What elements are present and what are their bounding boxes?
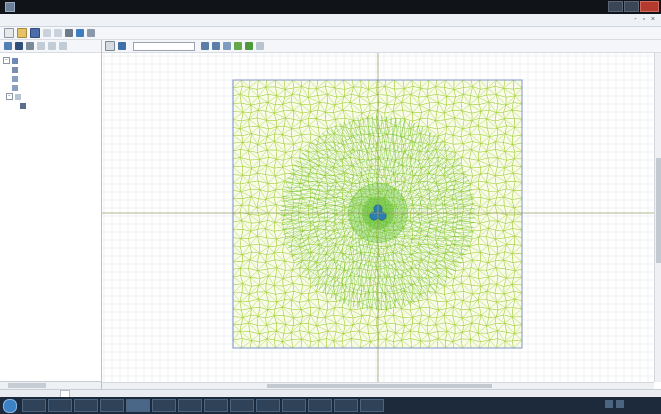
project-tree: − − <box>0 53 101 110</box>
zoom-icon[interactable] <box>76 29 84 37</box>
tree-item-results[interactable]: − <box>0 92 101 101</box>
taskbar-app[interactable] <box>230 399 254 412</box>
scroll-thumb[interactable] <box>8 383 46 388</box>
grid-icon[interactable] <box>245 42 253 50</box>
canvas-toolbar <box>102 40 661 53</box>
zoom-in-icon[interactable] <box>201 42 209 50</box>
taskbar-app[interactable] <box>152 399 176 412</box>
taskbar-app[interactable] <box>282 399 306 412</box>
tree-toolbar <box>0 40 101 53</box>
taskbar-app[interactable] <box>178 399 202 412</box>
properties-icon <box>12 75 18 82</box>
new-icon[interactable] <box>4 28 14 38</box>
select-icon[interactable] <box>118 42 126 50</box>
taskbar-app[interactable] <box>360 399 384 412</box>
mesh-view[interactable] <box>102 53 654 382</box>
tree-collapse-icon[interactable] <box>37 42 45 50</box>
tree-item-model[interactable] <box>0 101 101 110</box>
parameters-icon <box>12 66 18 73</box>
canvas-horizontal-scrollbar[interactable] <box>102 382 654 390</box>
tree-add-icon[interactable] <box>4 42 12 50</box>
problem-icon <box>12 57 18 64</box>
boundary-icon <box>12 84 18 91</box>
tree-horizontal-scrollbar[interactable] <box>0 381 101 390</box>
taskbar-app[interactable] <box>308 399 332 412</box>
taskbar-app[interactable] <box>204 399 228 412</box>
taskbar <box>0 397 661 414</box>
mesh-elements <box>232 79 523 349</box>
tree-item-problem[interactable]: − <box>0 56 101 65</box>
taskbar-app[interactable] <box>334 399 358 412</box>
title-bar <box>0 0 661 14</box>
domain-border[interactable] <box>232 79 523 349</box>
redo-icon[interactable] <box>54 29 62 37</box>
minimize-button[interactable] <box>608 1 623 12</box>
tree-item-boundary[interactable] <box>0 83 101 92</box>
network-icon[interactable] <box>605 400 613 408</box>
tree-expand-icon[interactable] <box>48 42 56 50</box>
tree-save-icon[interactable] <box>15 42 23 50</box>
volume-icon[interactable] <box>616 400 624 408</box>
tree-delete-icon[interactable] <box>59 42 67 50</box>
tree-view-icon[interactable] <box>26 42 34 50</box>
system-tray <box>605 400 657 408</box>
taskbar-app[interactable] <box>22 399 46 412</box>
save-icon[interactable] <box>30 28 40 38</box>
expand-icon[interactable]: − <box>6 93 13 100</box>
canvas-vertical-scrollbar[interactable] <box>654 53 661 382</box>
layer-combo[interactable] <box>133 41 195 51</box>
taskbar-app-active[interactable] <box>126 399 150 412</box>
mesh-icon[interactable] <box>234 42 242 50</box>
project-tree-panel: − − <box>0 40 102 390</box>
menu-bar: - ▫ × <box>0 14 661 27</box>
scroll-thumb[interactable] <box>267 384 492 388</box>
expand-icon[interactable]: − <box>3 57 10 64</box>
tree-item-parameters[interactable] <box>0 65 101 74</box>
main-toolbar <box>0 27 661 40</box>
model-icon <box>20 102 26 109</box>
print-icon[interactable] <box>65 29 73 37</box>
results-icon <box>15 93 21 100</box>
maximize-button[interactable] <box>624 1 639 12</box>
app-icon <box>5 2 15 12</box>
close-button[interactable] <box>640 1 659 12</box>
tree-item-properties[interactable] <box>0 74 101 83</box>
zoom-out-icon[interactable] <box>212 42 220 50</box>
taskbar-app[interactable] <box>100 399 124 412</box>
taskbar-app[interactable] <box>256 399 280 412</box>
scroll-thumb[interactable] <box>656 158 661 263</box>
model-canvas[interactable] <box>102 53 654 382</box>
fit-icon[interactable] <box>256 42 264 50</box>
help-icon[interactable] <box>87 29 95 37</box>
taskbar-app[interactable] <box>74 399 98 412</box>
window-controls <box>608 1 659 12</box>
pointer-icon[interactable] <box>105 41 115 51</box>
mdi-window-controls[interactable]: - ▫ × <box>634 16 657 23</box>
open-icon[interactable] <box>17 28 27 38</box>
undo-icon[interactable] <box>43 29 51 37</box>
pan-icon[interactable] <box>223 42 231 50</box>
start-button[interactable] <box>3 398 17 413</box>
taskbar-app[interactable] <box>48 399 72 412</box>
